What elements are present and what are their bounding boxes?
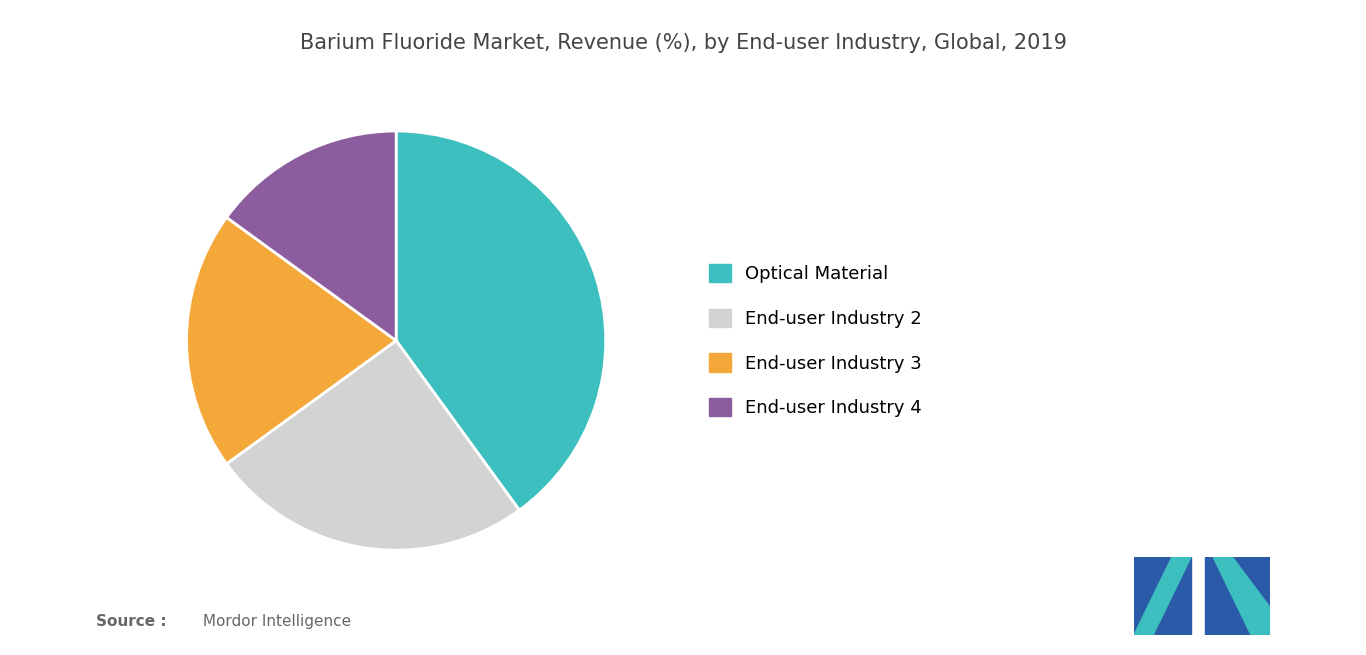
Wedge shape xyxy=(396,131,605,510)
Text: Source :: Source : xyxy=(96,614,167,629)
Wedge shape xyxy=(227,131,396,341)
Wedge shape xyxy=(227,341,519,550)
Polygon shape xyxy=(1213,557,1270,635)
Text: Mordor Intelligence: Mordor Intelligence xyxy=(198,614,351,629)
Wedge shape xyxy=(187,217,396,464)
Legend: Optical Material, End-user Industry 2, End-user Industry 3, End-user Industry 4: Optical Material, End-user Industry 2, E… xyxy=(709,264,922,417)
Text: Barium Fluoride Market, Revenue (%), by End-user Industry, Global, 2019: Barium Fluoride Market, Revenue (%), by … xyxy=(299,33,1067,53)
Polygon shape xyxy=(1134,557,1191,635)
Polygon shape xyxy=(1134,557,1191,635)
Polygon shape xyxy=(1205,557,1270,635)
